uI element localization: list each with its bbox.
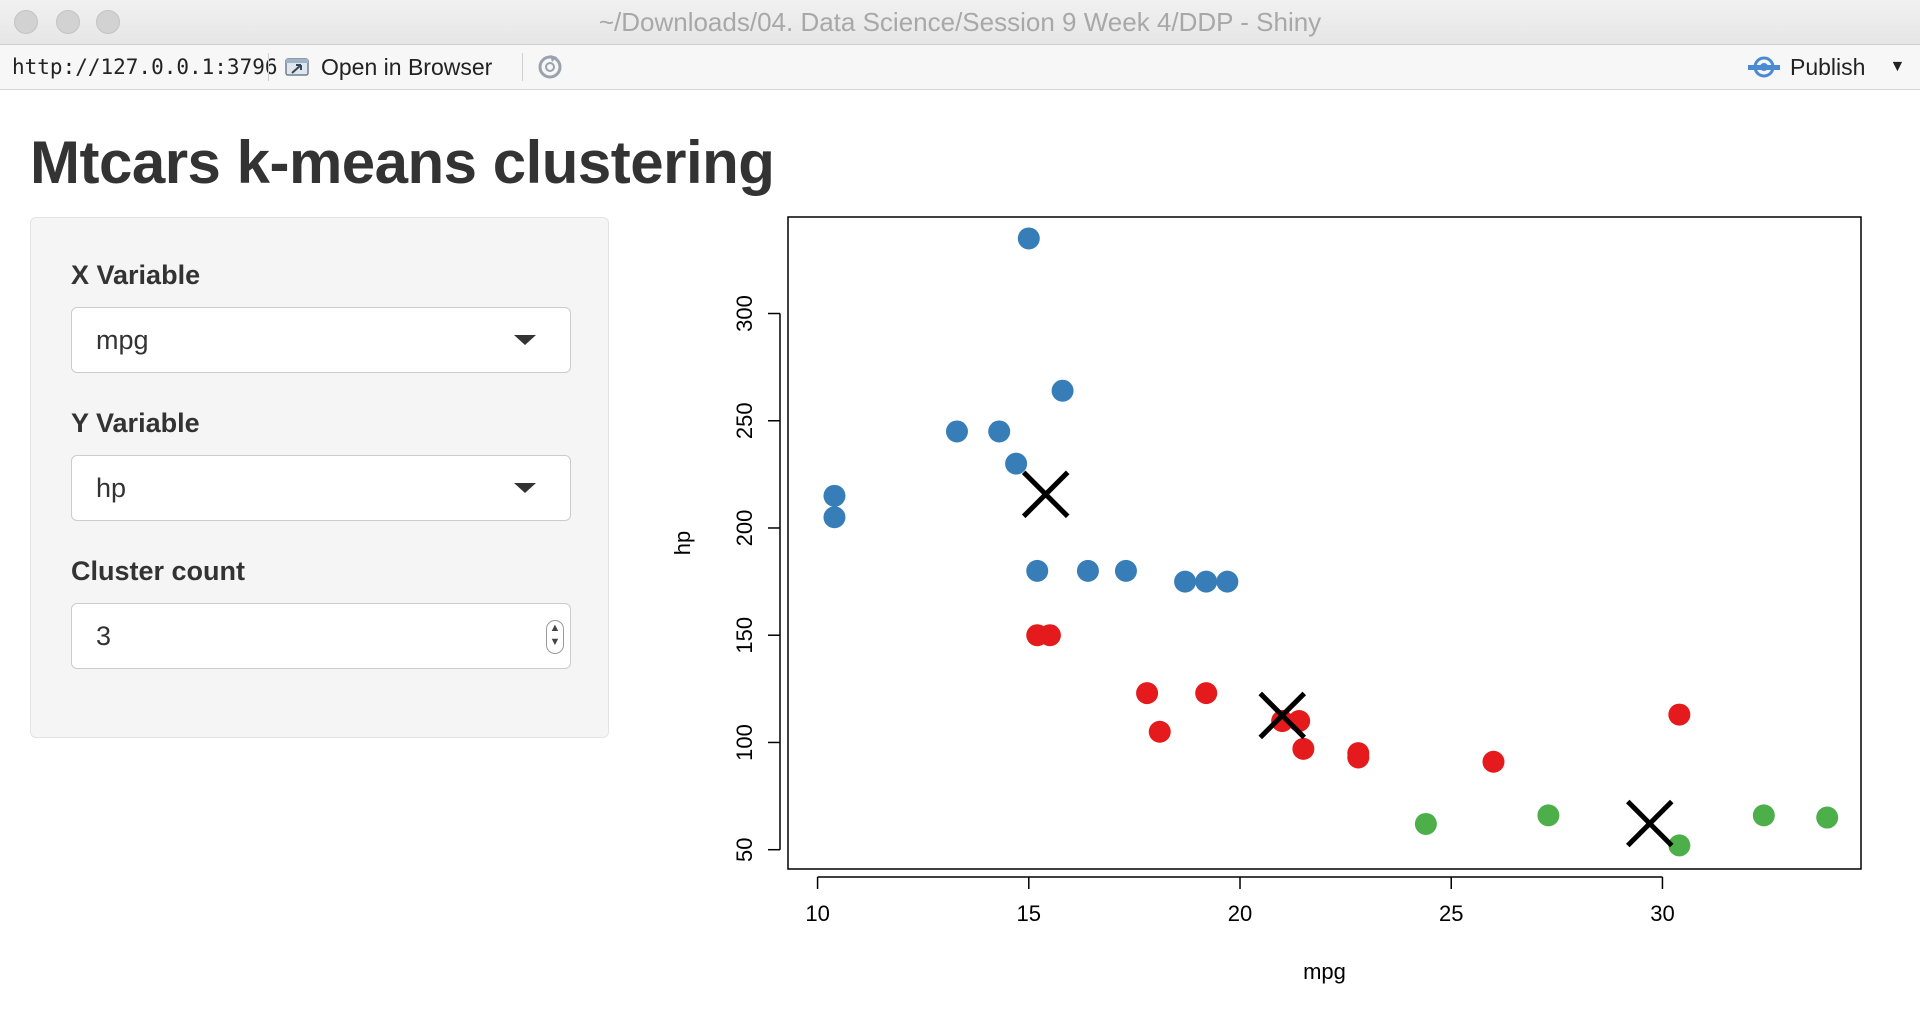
data-point-cluster-1 bbox=[1114, 559, 1137, 582]
cluster-count-value: 3 bbox=[96, 621, 112, 651]
x-tick-label: 15 bbox=[1017, 901, 1041, 926]
minimize-window-button[interactable] bbox=[56, 10, 80, 34]
zoom-window-button[interactable] bbox=[96, 10, 120, 34]
y-tick-label: 100 bbox=[732, 724, 757, 761]
data-point-cluster-3 bbox=[1537, 804, 1560, 827]
data-point-cluster-1 bbox=[1216, 570, 1239, 593]
y-variable-value: hp bbox=[96, 473, 127, 503]
x-variable-select[interactable]: mpg bbox=[71, 307, 571, 373]
x-variable-label: X Variable bbox=[71, 260, 201, 290]
x-tick-label: 30 bbox=[1650, 901, 1674, 926]
data-point-cluster-1 bbox=[1174, 570, 1197, 593]
toolbar-divider bbox=[522, 53, 523, 81]
chevron-down-icon bbox=[514, 483, 536, 493]
number-stepper-icon[interactable]: ▲ ▼ bbox=[546, 620, 564, 654]
data-point-cluster-2 bbox=[1271, 710, 1294, 733]
data-point-cluster-3 bbox=[1752, 804, 1775, 827]
publish-label: Publish bbox=[1790, 54, 1866, 80]
y-axis-label: hp bbox=[670, 531, 695, 555]
data-point-cluster-2 bbox=[1148, 720, 1171, 743]
x-tick-label: 25 bbox=[1439, 901, 1463, 926]
open-in-browser-button[interactable]: Open in Browser bbox=[283, 45, 492, 89]
kmeans-scatter-plot: 10 15 20 25 30 50 100 150 200 250 300 mpg hp bbox=[670, 216, 1862, 984]
data-point-cluster-1 bbox=[988, 420, 1011, 443]
y-tick-label: 250 bbox=[732, 402, 757, 439]
y-variable-select[interactable]: hp bbox=[71, 455, 571, 521]
window-title: ~/Downloads/04. Data Science/Session 9 W… bbox=[598, 7, 1322, 37]
data-point-cluster-1 bbox=[1005, 452, 1028, 475]
x-variable-value: mpg bbox=[96, 325, 149, 355]
data-point-cluster-2 bbox=[1347, 746, 1370, 769]
data-point-cluster-2 bbox=[1292, 737, 1315, 760]
data-point-cluster-1 bbox=[1017, 227, 1040, 250]
data-point-cluster-2 bbox=[1038, 624, 1061, 647]
page-title: Mtcars k-means clustering bbox=[30, 129, 775, 196]
data-point-cluster-1 bbox=[823, 484, 846, 507]
data-point-cluster-1 bbox=[945, 420, 968, 443]
y-variable-label: Y Variable bbox=[71, 408, 200, 438]
y-tick-label: 200 bbox=[732, 510, 757, 547]
y-tick-label: 300 bbox=[732, 295, 757, 332]
open-browser-icon bbox=[285, 58, 309, 76]
data-point-cluster-3 bbox=[1816, 806, 1839, 829]
cluster-center-marker bbox=[1021, 470, 1070, 519]
y-tick-label: 150 bbox=[732, 617, 757, 654]
data-point-cluster-3 bbox=[1668, 834, 1691, 857]
data-point-cluster-1 bbox=[1051, 379, 1074, 402]
data-point-cluster-1 bbox=[1076, 559, 1099, 582]
data-point-cluster-2 bbox=[1195, 682, 1218, 705]
data-point-cluster-2 bbox=[1668, 703, 1691, 726]
cluster-center-marker bbox=[1258, 691, 1307, 740]
publish-button[interactable]: Publish ▼ bbox=[1748, 45, 1905, 89]
viewer-toolbar: http://127.0.0.1:3796 Open in Browser Pu… bbox=[0, 45, 1920, 90]
window-titlebar: ~/Downloads/04. Data Science/Session 9 W… bbox=[0, 0, 1920, 45]
publish-icon bbox=[1748, 56, 1780, 78]
sidebar-panel: X Variable mpg Y Variable hp Cluster cou… bbox=[30, 217, 609, 738]
close-window-button[interactable] bbox=[14, 10, 38, 34]
data-point-cluster-3 bbox=[1414, 812, 1437, 835]
cluster-count-label: Cluster count bbox=[71, 556, 246, 586]
chevron-down-icon bbox=[514, 335, 536, 345]
chevron-down-icon[interactable]: ▼ bbox=[1889, 58, 1906, 75]
toolbar-divider bbox=[268, 53, 269, 81]
data-point-cluster-2 bbox=[1136, 682, 1159, 705]
x-axis-label: mpg bbox=[1303, 959, 1346, 984]
data-point-cluster-2 bbox=[1288, 710, 1311, 733]
y-tick-label: 50 bbox=[732, 837, 757, 861]
data-point-cluster-1 bbox=[823, 506, 846, 529]
x-tick-label: 10 bbox=[805, 901, 829, 926]
plot-frame bbox=[787, 216, 1862, 870]
data-point-cluster-2 bbox=[1482, 750, 1505, 773]
x-tick-label: 20 bbox=[1228, 901, 1252, 926]
refresh-icon[interactable] bbox=[536, 53, 564, 81]
cluster-count-input[interactable]: 3 ▲ ▼ bbox=[71, 603, 571, 669]
data-point-cluster-1 bbox=[1026, 559, 1049, 582]
url-display[interactable]: http://127.0.0.1:3796 bbox=[12, 55, 278, 79]
data-point-cluster-1 bbox=[1195, 570, 1218, 593]
open-in-browser-label: Open in Browser bbox=[321, 54, 493, 80]
cluster-center-marker bbox=[1626, 799, 1674, 848]
